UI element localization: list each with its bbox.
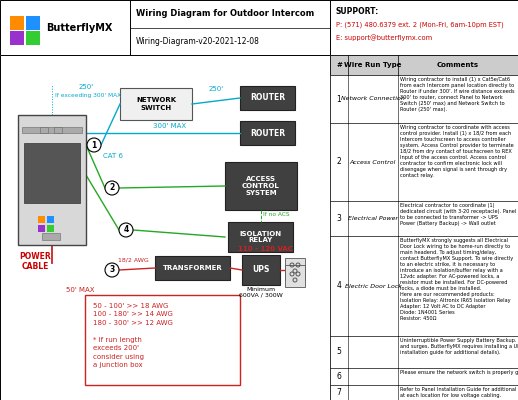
Circle shape — [87, 138, 101, 152]
Bar — [38, 225, 45, 232]
Bar — [240, 86, 295, 110]
Circle shape — [105, 181, 119, 195]
Text: If no ACS: If no ACS — [263, 212, 290, 216]
Bar — [10, 16, 24, 30]
Bar — [242, 255, 280, 285]
Bar — [330, 123, 518, 201]
Text: Wiring contractor to install (1) x Cat5e/Cat6
from each Intercom panel location : Wiring contractor to install (1) x Cat5e… — [400, 77, 514, 112]
Bar — [24, 143, 80, 203]
Text: Minimum
600VA / 300W: Minimum 600VA / 300W — [239, 287, 283, 298]
Bar — [47, 216, 54, 223]
Text: ButterflyMX: ButterflyMX — [46, 23, 112, 33]
Text: Wiring-Diagram-v20-2021-12-08: Wiring-Diagram-v20-2021-12-08 — [136, 36, 260, 46]
Text: ACCESS
CONTROL
SYSTEM: ACCESS CONTROL SYSTEM — [242, 176, 280, 196]
Text: 7: 7 — [337, 388, 341, 397]
Text: 3: 3 — [109, 266, 114, 274]
Bar — [330, 201, 518, 236]
Text: ROUTER: ROUTER — [250, 128, 285, 138]
Text: Electrical Power: Electrical Power — [348, 216, 398, 221]
Text: P: (571) 480.6379 ext. 2 (Mon-Fri, 6am-10pm EST): P: (571) 480.6379 ext. 2 (Mon-Fri, 6am-1… — [336, 22, 503, 28]
Circle shape — [119, 223, 133, 237]
Text: 250': 250' — [78, 84, 94, 90]
Text: POWER
CABLE: POWER CABLE — [19, 252, 51, 271]
Text: 4: 4 — [337, 282, 341, 290]
Bar — [330, 55, 518, 75]
Text: ROUTER: ROUTER — [250, 94, 285, 102]
Text: 1: 1 — [337, 94, 341, 104]
Bar — [40, 127, 48, 133]
Bar — [240, 121, 295, 145]
Bar — [26, 16, 40, 30]
Bar — [42, 233, 60, 240]
Text: 3: 3 — [337, 214, 341, 223]
Text: Wiring Diagram for Outdoor Intercom: Wiring Diagram for Outdoor Intercom — [136, 10, 314, 18]
Text: 5: 5 — [337, 348, 341, 356]
Text: Comments: Comments — [437, 62, 479, 68]
Text: NETWORK
SWITCH: NETWORK SWITCH — [136, 98, 176, 110]
Bar — [225, 162, 297, 210]
Text: UPS: UPS — [252, 266, 270, 274]
Bar — [18, 115, 86, 245]
Text: #: # — [336, 62, 342, 68]
Text: 4: 4 — [123, 226, 128, 234]
Text: ButterflyMX strongly suggests all Electrical
Door Lock wiring to be home-run dir: ButterflyMX strongly suggests all Electr… — [400, 238, 513, 321]
Text: SUPPORT:: SUPPORT: — [336, 8, 379, 16]
Bar — [285, 265, 305, 287]
Text: 1: 1 — [91, 140, 97, 150]
Bar — [22, 127, 82, 133]
Bar — [228, 222, 293, 252]
Text: E: support@butterflymx.com: E: support@butterflymx.com — [336, 35, 432, 41]
Text: Uninterruptible Power Supply Battery Backup. To prevent voltage drops
and surges: Uninterruptible Power Supply Battery Bac… — [400, 338, 518, 355]
Bar — [120, 88, 192, 120]
Bar — [285, 258, 305, 280]
Text: 250': 250' — [208, 86, 224, 92]
Text: 6: 6 — [337, 372, 341, 381]
Text: 18/2 AWG: 18/2 AWG — [118, 257, 148, 262]
Text: 300' MAX: 300' MAX — [153, 123, 186, 129]
Bar — [330, 368, 518, 385]
Bar — [47, 225, 54, 232]
Text: 50 - 100' >> 18 AWG
100 - 180' >> 14 AWG
180 - 300' >> 12 AWG

* If run length
e: 50 - 100' >> 18 AWG 100 - 180' >> 14 AWG… — [93, 303, 173, 368]
Bar — [85, 295, 240, 385]
Text: 2: 2 — [337, 158, 341, 166]
Bar — [330, 385, 518, 400]
Bar — [330, 236, 518, 336]
Text: Electric Door Lock: Electric Door Lock — [344, 284, 401, 288]
Bar — [330, 75, 518, 123]
Text: Please ensure the network switch is properly grounded.: Please ensure the network switch is prop… — [400, 370, 518, 375]
Text: Refer to Panel Installation Guide for additional details. Leave 6' service loop
: Refer to Panel Installation Guide for ad… — [400, 387, 518, 398]
Bar — [26, 31, 40, 45]
Text: Wire Run Type: Wire Run Type — [344, 62, 402, 68]
Bar — [155, 256, 230, 280]
Circle shape — [105, 263, 119, 277]
Text: 50' MAX: 50' MAX — [66, 287, 94, 293]
Bar — [54, 127, 62, 133]
Text: 110 - 120 VAC: 110 - 120 VAC — [238, 246, 293, 252]
Text: Wiring contractor to coordinate with access
control provider. Install (1) x 18/2: Wiring contractor to coordinate with acc… — [400, 125, 514, 178]
Text: 2: 2 — [109, 184, 114, 192]
Bar — [10, 31, 24, 45]
Bar — [330, 336, 518, 368]
Text: TRANSFORMER: TRANSFORMER — [163, 265, 222, 271]
Text: ISOLATION
RELAY: ISOLATION RELAY — [239, 230, 282, 244]
Bar — [38, 216, 45, 223]
Text: If exceeding 300' MAX: If exceeding 300' MAX — [55, 92, 121, 98]
Text: Electrical contractor to coordinate (1)
dedicated circuit (with 3-20 receptacle): Electrical contractor to coordinate (1) … — [400, 203, 516, 226]
Text: Access Control: Access Control — [350, 160, 396, 164]
Text: Network Connection: Network Connection — [341, 96, 405, 102]
Text: CAT 6: CAT 6 — [103, 153, 123, 159]
